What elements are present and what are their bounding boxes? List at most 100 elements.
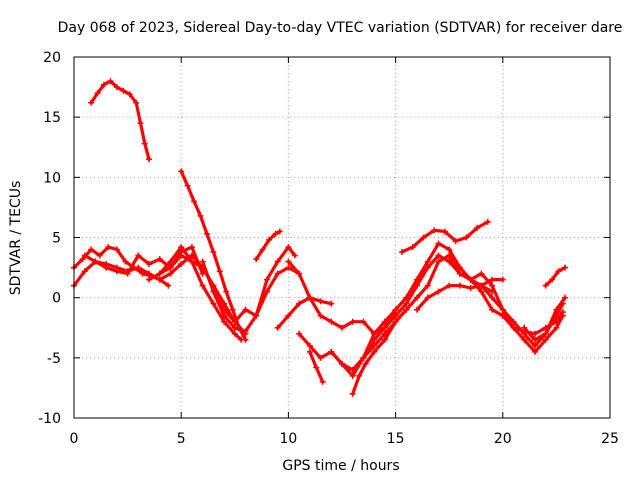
data-point	[414, 282, 421, 289]
data-point	[489, 294, 496, 301]
data-point	[561, 294, 568, 301]
data-point	[339, 324, 345, 331]
y-tick-label: 15	[43, 110, 61, 126]
data-point	[521, 324, 528, 331]
data-point	[92, 258, 99, 265]
data-point	[81, 252, 88, 259]
x-axis-label: GPS time / hours	[282, 458, 399, 474]
data-point	[122, 258, 129, 265]
data-point	[113, 84, 120, 91]
data-point	[381, 336, 388, 343]
data-point	[371, 330, 378, 337]
data-point	[489, 276, 496, 283]
data-point	[403, 306, 410, 313]
data-point	[328, 348, 335, 355]
data-point	[167, 258, 174, 265]
data-point	[242, 328, 249, 335]
x-tick-label: 20	[494, 431, 512, 447]
data-point	[146, 270, 153, 277]
data-point	[191, 198, 198, 205]
data-point	[499, 306, 506, 313]
data-point	[94, 90, 101, 97]
data-point	[403, 300, 410, 307]
data-point	[146, 276, 153, 283]
data-point	[531, 342, 538, 349]
data-point	[126, 91, 133, 98]
data-point	[328, 318, 335, 325]
data-point	[188, 258, 195, 265]
data-point	[317, 312, 324, 319]
data-point	[184, 182, 191, 189]
data-point	[253, 256, 260, 263]
data-point	[296, 330, 303, 337]
data-point	[478, 282, 485, 289]
x-tick-label: 10	[279, 431, 297, 447]
data-point	[467, 276, 474, 283]
data-point	[274, 258, 281, 265]
data-point	[356, 372, 363, 379]
y-tick-label: 20	[43, 50, 61, 66]
data-point	[178, 244, 185, 251]
data-point	[349, 318, 356, 325]
data-point	[531, 336, 538, 343]
data-point	[221, 312, 228, 319]
data-point	[107, 78, 114, 85]
grid-lines	[74, 57, 610, 418]
data-point	[141, 140, 148, 147]
data-point	[165, 282, 172, 289]
data-point	[456, 270, 463, 277]
data-point	[381, 324, 388, 331]
data-point	[291, 252, 298, 259]
data-point	[197, 212, 204, 219]
data-point	[231, 324, 238, 331]
data-point	[360, 354, 367, 361]
data-point	[253, 312, 260, 319]
data-point	[424, 264, 431, 271]
data-point	[399, 248, 406, 255]
x-tick-label: 5	[177, 431, 186, 447]
data-point	[124, 270, 131, 277]
data-point	[409, 244, 416, 251]
data-point	[360, 318, 367, 325]
data-point	[349, 372, 356, 379]
data-point	[274, 270, 281, 277]
data-point	[81, 268, 88, 275]
data-point	[328, 300, 335, 307]
data-point	[424, 282, 431, 289]
data-point	[199, 258, 206, 265]
data-point	[456, 264, 463, 271]
data-point	[549, 276, 556, 283]
data-point	[178, 260, 185, 267]
data-point	[229, 306, 236, 313]
data-point	[263, 276, 270, 283]
data-point	[296, 300, 303, 307]
data-point	[499, 276, 506, 283]
data-point	[452, 238, 459, 245]
data-point	[424, 258, 431, 265]
data-point	[274, 324, 281, 331]
data-point	[210, 300, 217, 307]
data-point	[135, 264, 142, 271]
chart-title: Day 068 of 2023, Sidereal Day-to-day VTE…	[58, 20, 623, 36]
data-point	[238, 336, 245, 343]
data-point	[146, 260, 153, 267]
data-point	[319, 378, 326, 385]
data-point	[156, 270, 163, 277]
data-point	[381, 318, 388, 325]
data-point	[435, 252, 442, 259]
data-point	[79, 256, 86, 263]
data-point	[553, 324, 560, 331]
data-point	[446, 258, 453, 265]
data-point	[266, 236, 273, 243]
data-point	[510, 324, 517, 331]
data-point	[146, 156, 153, 163]
data-point	[113, 268, 120, 275]
data-point	[285, 244, 292, 251]
data-point	[463, 234, 470, 241]
data-point	[103, 264, 110, 271]
data-point	[156, 276, 163, 283]
data-point	[199, 282, 206, 289]
data-point	[414, 294, 421, 301]
data-point	[296, 270, 303, 277]
data-point	[101, 81, 108, 88]
